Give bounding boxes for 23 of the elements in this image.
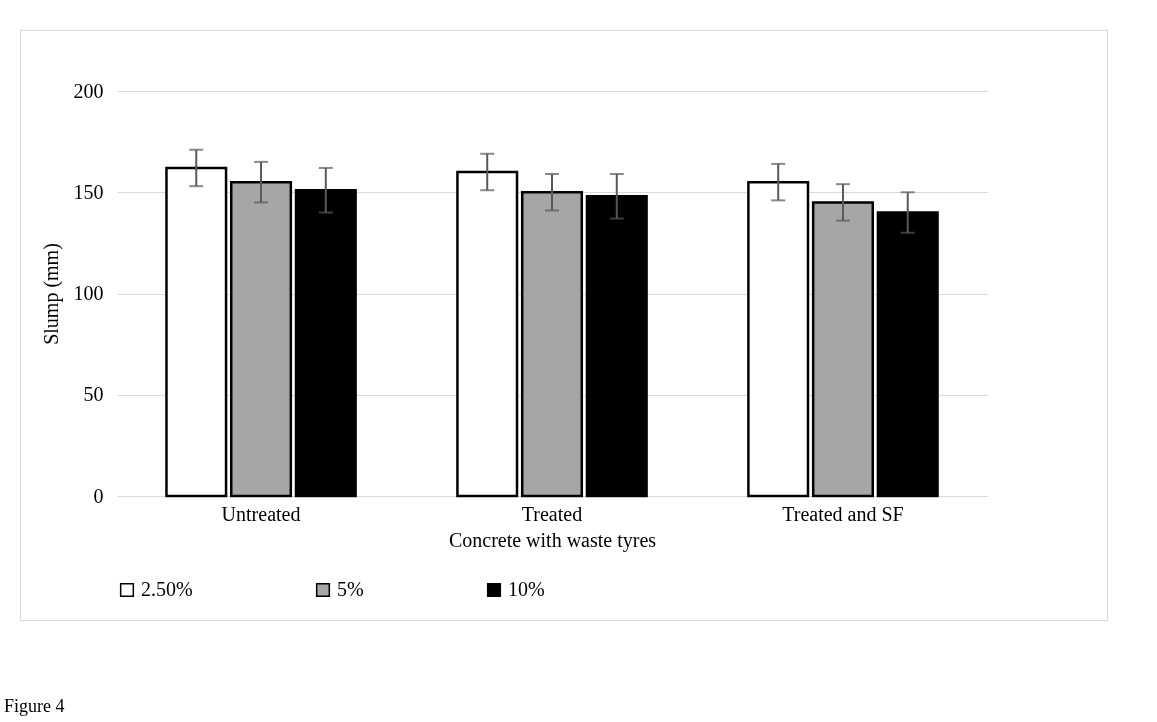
caption: Figure 4 <box>4 696 65 717</box>
bar <box>585 195 648 498</box>
y-tick-label: 100 <box>73 282 104 304</box>
x-tick-label: Untreated <box>221 502 301 525</box>
x-tick-label: Treated <box>521 502 583 525</box>
legend-label: 2.50% <box>141 578 193 600</box>
bar <box>876 211 939 498</box>
y-tick-label: 0 <box>93 484 104 507</box>
bar <box>165 166 228 498</box>
bar <box>294 188 357 498</box>
y-tick-label: 200 <box>73 79 104 102</box>
y-tick-label: 150 <box>73 180 104 203</box>
bar <box>811 201 875 498</box>
y-axis-title: Slump (mm) <box>39 243 63 345</box>
x-tick-label: Treated and SF <box>782 502 904 525</box>
bar <box>456 170 519 498</box>
y-tick-label: 50 <box>83 383 104 406</box>
x-axis-title: Concrete with waste tyres <box>448 528 657 552</box>
legend-label: 10% <box>508 578 545 600</box>
bar <box>520 191 584 498</box>
bar <box>229 180 293 498</box>
bar <box>747 180 810 498</box>
legend-label: 5% <box>337 578 364 600</box>
